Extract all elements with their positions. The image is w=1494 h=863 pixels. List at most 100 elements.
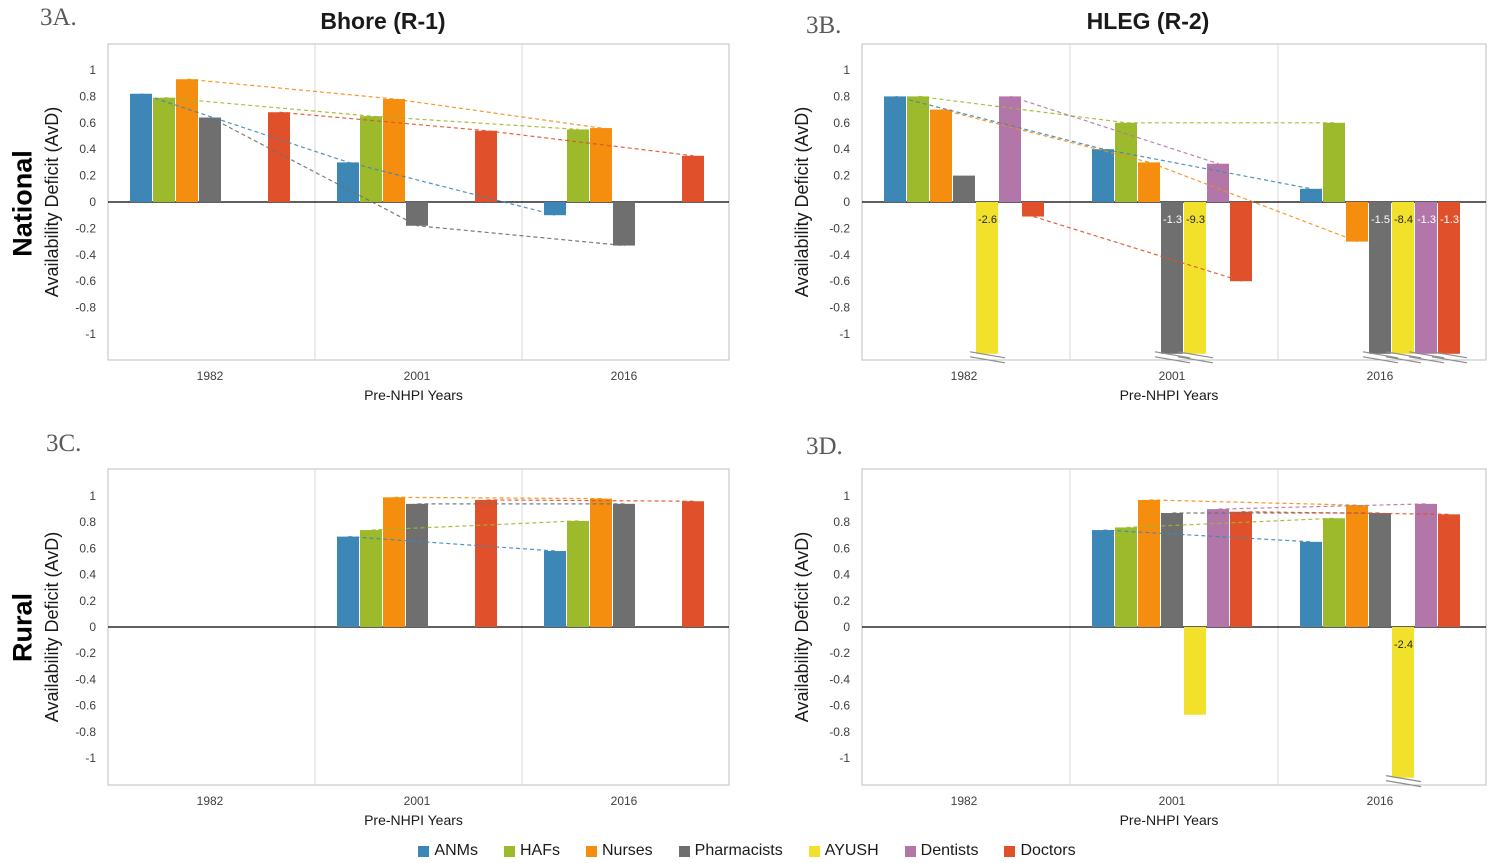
axis-break-mark — [1385, 356, 1422, 364]
x-tick-label: 1982 — [951, 369, 978, 383]
trendline-anms — [141, 93, 556, 216]
legend-label: Nurses — [601, 842, 653, 859]
bar-nurses-2001 — [1138, 499, 1160, 627]
bar-anms-2016 — [1300, 541, 1322, 627]
bar-nurses-1982 — [930, 109, 952, 202]
bar-hafs-1982 — [153, 97, 175, 202]
axis-break-mark — [969, 351, 1006, 359]
bar-ayush-2016 — [1392, 627, 1414, 778]
bar-doctors-2001 — [475, 130, 497, 202]
bar-hafs-2001 — [360, 116, 382, 202]
bar-hafs-2001 — [1115, 527, 1137, 627]
bar-anms-1982 — [130, 93, 152, 202]
y-tick-label: 0.4 — [79, 142, 96, 156]
bar-doctors-2001 — [475, 499, 497, 627]
bar-ayush-1982 — [976, 202, 998, 354]
bar-nurses-2016 — [1346, 202, 1368, 242]
bar-anms-1982 — [884, 96, 906, 202]
legend-item-hafs: HAFs — [503, 840, 560, 862]
data-label: -1.5 — [1371, 214, 1390, 226]
x-tick-label: 2001 — [404, 794, 431, 808]
bar-hafs-2016 — [1323, 122, 1345, 202]
panel-label-3a: 3A. — [40, 4, 77, 31]
trendline-anms — [895, 95, 1312, 190]
bar-anms-2001 — [1092, 149, 1114, 202]
legend-label: HAFs — [519, 842, 560, 859]
bar-hafs-1982 — [907, 96, 929, 202]
y-tick-label: -1 — [85, 751, 96, 765]
y-tick-label: -0.8 — [75, 725, 96, 739]
x-tick-label: 2016 — [611, 794, 638, 808]
axis-break-mark — [1431, 356, 1468, 364]
x-tick-label: 2016 — [1367, 369, 1394, 383]
legend-item-nurses: Nurses — [585, 840, 653, 862]
bar-anms-2016 — [544, 551, 566, 627]
charts-canvas: 1 0.8 0.6 0.4 0.2 0 -0.2 -0.4 -0.6 -0.8 -1 1982 2001… — [42, 43, 1487, 828]
axis-break-mark — [1177, 351, 1214, 359]
y-tick-label: 0 — [89, 620, 96, 634]
legend-item-pharmacists: Pharmacists — [678, 840, 783, 862]
y-tick-label: 1 — [89, 63, 96, 77]
trendline-dentists — [1010, 95, 1219, 165]
y-tick-label: -0.4 — [829, 248, 850, 262]
y-tick-label: 0.4 — [79, 568, 96, 582]
y-tick-label: 0.8 — [833, 515, 850, 529]
y-tick-label: -0.6 — [75, 699, 96, 713]
bar-dentists-2016 — [1415, 503, 1437, 627]
bar-ayush-2016 — [1392, 202, 1414, 354]
bar-hafs-2016 — [567, 129, 589, 202]
data-label: -1.3 — [1440, 214, 1459, 226]
bar-anms-2001 — [337, 536, 359, 627]
legend-swatch — [418, 845, 430, 857]
data-label: -2.4 — [1394, 639, 1413, 651]
y-tick-label: -0.4 — [829, 672, 850, 686]
bar-pharmacists-2016 — [1369, 513, 1391, 627]
y-axis-label: Availability Deficit (AvD) — [792, 532, 812, 722]
x-tick-label: 2001 — [404, 369, 431, 383]
legend-swatch — [503, 845, 515, 857]
axis-break-mark — [1431, 351, 1468, 359]
y-tick-label: 0.4 — [833, 568, 850, 582]
data-label: -9.3 — [1186, 214, 1205, 226]
data-label: -1.3 — [1417, 214, 1436, 226]
legend-item-doctors: Doctors — [1004, 840, 1076, 862]
bar-dentists-1982 — [999, 96, 1021, 202]
y-tick-label: -0.8 — [829, 301, 850, 315]
y-tick-label: 0.8 — [833, 89, 850, 103]
bar-doctors-2001 — [1230, 202, 1252, 282]
y-tick-label: 0.6 — [79, 541, 96, 555]
y-tick-label: 1 — [843, 489, 850, 503]
y-axis-label: Availability Deficit (AvD) — [42, 107, 62, 297]
bar-pharmacists-2001 — [406, 503, 428, 627]
axis-break-mark — [1362, 351, 1399, 359]
bar-doctors-2016 — [682, 501, 704, 627]
y-tick-label: 0.6 — [79, 116, 96, 130]
panel-label-3b: 3B. — [806, 12, 842, 39]
chart-title-3b: HLEG (R-2) — [1086, 8, 1210, 34]
x-axis-label: Pre-NHPI Years — [364, 812, 463, 828]
bar-hafs-2016 — [567, 520, 589, 627]
legend: ANMs HAFs Nurses Pharmacists AYUSH Dentists Do… — [0, 840, 1494, 862]
data-label: -2.6 — [978, 214, 997, 226]
trendline-nurses — [941, 109, 1358, 243]
bar-ayush-2001 — [1184, 202, 1206, 354]
axis-break-mark — [1362, 356, 1399, 364]
y-tick-label: 0.2 — [833, 169, 850, 183]
y-tick-label: 0 — [843, 195, 850, 209]
trendline-hafs — [164, 97, 579, 130]
bar-anms-2016 — [544, 202, 566, 216]
y-tick-label: -0.6 — [829, 699, 850, 713]
y-tick-label: 0.2 — [79, 169, 96, 183]
bar-anms-2001 — [1092, 530, 1114, 627]
axis-break-mark — [1408, 351, 1445, 359]
y-tick-label: -0.6 — [829, 274, 850, 288]
y-tick-label: -0.2 — [829, 646, 850, 660]
bar-pharmacists-2016 — [613, 202, 635, 246]
axis-break-mark — [1408, 356, 1445, 364]
x-tick-label: 2001 — [1159, 369, 1186, 383]
legend-item-ayush: AYUSH — [808, 840, 879, 862]
axis-break-mark — [1154, 356, 1191, 364]
bar-hafs-2016 — [1323, 518, 1345, 627]
x-axis-label: Pre-NHPI Years — [1120, 387, 1219, 403]
y-tick-label: -0.2 — [75, 646, 96, 660]
